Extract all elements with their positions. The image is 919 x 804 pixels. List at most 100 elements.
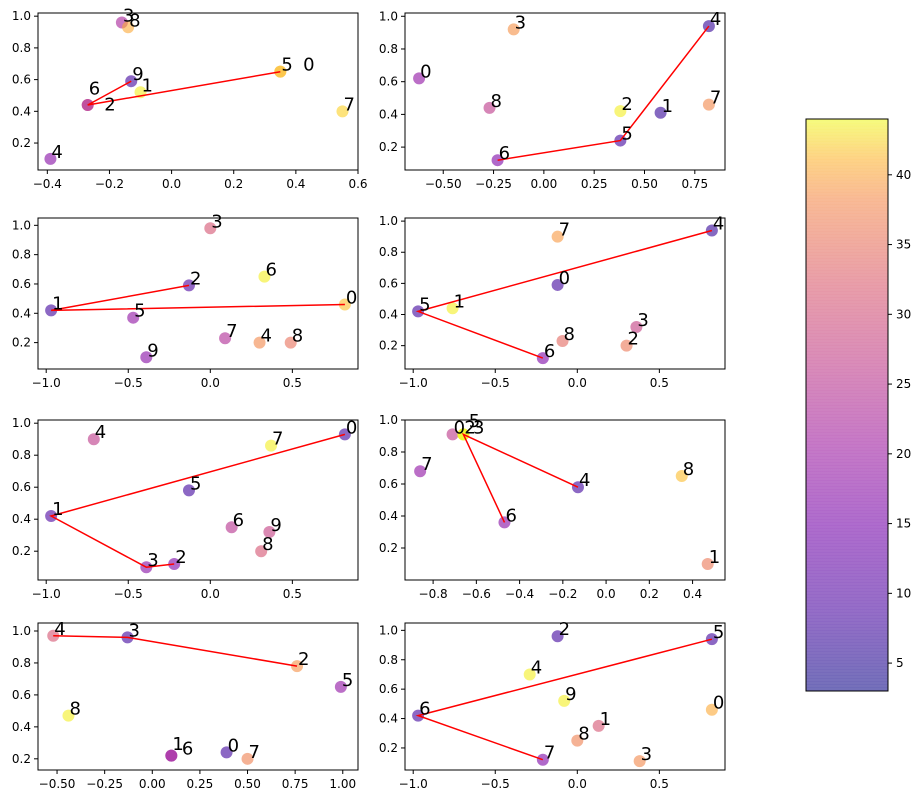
- y-tick-label: 1.0: [379, 9, 398, 23]
- point-label-1: 1: [52, 293, 63, 314]
- point-9: [125, 75, 138, 88]
- x-tick-label: −0.25: [86, 777, 123, 791]
- point-label-2: 2: [298, 649, 309, 670]
- point-label-1: 1: [142, 75, 153, 96]
- point-label-6: 6: [233, 510, 244, 531]
- scatter-panel-8: −1.0 −0.5 0.0 0.5 0.2 0.4 0.6 0.8 1.0 0 1 2 3 4 5 6 7 89: [379, 619, 726, 791]
- scatter-panel-2: −0.50 −0.25 0.00 0.25 0.50 0.75 0.2 0.4 0.6 0.8 1.…: [379, 9, 726, 191]
- point-label-1: 1: [662, 96, 673, 117]
- point-4: [44, 152, 57, 165]
- point-7: [702, 98, 715, 111]
- point-9: [558, 694, 571, 707]
- x-tick-label: 0.2: [224, 177, 243, 191]
- colorbar-tick-label: 5: [896, 656, 904, 670]
- y-tick-label: 0.2: [12, 336, 31, 350]
- point-label-0: 0: [420, 61, 431, 82]
- point-5: [274, 65, 287, 78]
- point-label-7: 7: [249, 742, 260, 763]
- colorbar-tick-label: 35: [896, 238, 911, 252]
- point-0: [705, 703, 718, 716]
- scatter-panel-7: −0.50 −0.25 0.00 0.25 0.50 0.75 1.000.20.40.60…: [12, 619, 359, 791]
- point-label-9: 9: [565, 684, 576, 705]
- point-label-5: 5: [621, 124, 632, 145]
- point-label-2: 2: [621, 94, 632, 115]
- point-7: [551, 230, 564, 243]
- x-tick-label: −1.0: [399, 777, 428, 791]
- x-tick-label: −0.2: [548, 587, 577, 601]
- point-3: [633, 755, 646, 768]
- x-tick-label: 0.0: [201, 587, 220, 601]
- point-1: [592, 719, 605, 732]
- point-8: [675, 470, 688, 482]
- point-label-9: 9: [147, 340, 158, 361]
- point-5: [334, 680, 347, 693]
- x-tick-label: −0.50: [39, 777, 76, 791]
- scatter-panel-6: −0.8 −0.6 −0.4 −0.2 0.0 0.2 0.4 0.2 0.4 0.6 0.8 1.0…: [379, 411, 726, 601]
- x-tick-label: 0.0: [597, 587, 616, 601]
- point-3: [630, 320, 643, 333]
- path-line: [415, 229, 713, 359]
- point-label-0: 0: [713, 693, 724, 714]
- point-label-8: 8: [69, 699, 80, 720]
- point-label-3: 3: [637, 310, 648, 331]
- axes-frame: [37, 12, 359, 171]
- x-tick-label: −0.6: [462, 587, 491, 601]
- point-label-9: 9: [132, 64, 143, 85]
- point-label-7: 7: [559, 220, 570, 241]
- x-tick-label: −0.4: [505, 587, 534, 601]
- point-label-4: 4: [710, 9, 721, 30]
- point-6: [491, 154, 504, 167]
- point-2: [614, 105, 627, 118]
- point-label-0: 0: [454, 417, 465, 438]
- x-tick-label: 0.5: [283, 376, 302, 390]
- point-label-5: 5: [281, 55, 292, 76]
- point-label-8: 8: [129, 10, 140, 31]
- x-tick-label: 0.5: [650, 777, 669, 791]
- path-line: [53, 635, 298, 667]
- point-9: [140, 351, 153, 364]
- colorbar-tick-label: 20: [896, 447, 911, 461]
- x-tick-label: 0.0: [162, 177, 181, 191]
- point-5: [127, 311, 140, 324]
- point-0: [446, 428, 459, 441]
- point-label-6: 6: [505, 505, 516, 526]
- point-label-6: 6: [265, 260, 276, 281]
- point-4: [523, 668, 536, 681]
- point-label-8: 8: [683, 459, 694, 480]
- point-1: [701, 558, 714, 570]
- point-label-7: 7: [544, 743, 555, 764]
- point-label-0: 0: [559, 268, 570, 289]
- y-tick-label: 0.6: [12, 277, 31, 291]
- axes-frame: [37, 622, 359, 771]
- point-2: [168, 558, 181, 570]
- x-tick-label: 0.50: [631, 177, 658, 191]
- x-tick-label: 0.4: [286, 177, 305, 191]
- axes-frame: [404, 622, 726, 771]
- point-label-8: 8: [292, 326, 303, 347]
- y-tick-label: 1.0: [379, 413, 398, 427]
- point-label-4: 4: [531, 657, 542, 678]
- point-label-2: 2: [175, 547, 186, 568]
- point-3: [507, 23, 520, 36]
- y-tick-label: 0.6: [12, 73, 31, 87]
- point-label-5: 5: [469, 411, 480, 432]
- x-tick-label: −0.25: [475, 177, 512, 191]
- point-label-2: 2: [104, 94, 115, 115]
- point-6: [258, 270, 271, 283]
- x-tick-label: 0.0: [568, 376, 587, 390]
- path-line: [49, 433, 346, 568]
- colorbar-tick-label: 10: [896, 586, 911, 600]
- point-label-7: 7: [343, 94, 354, 115]
- x-tick-label: 0.75: [282, 777, 309, 791]
- point-8: [483, 101, 496, 114]
- y-tick-label: 0.2: [12, 136, 31, 150]
- y-tick-label: 0.8: [379, 245, 398, 259]
- x-tick-label: 0.25: [581, 177, 608, 191]
- point-label-4: 4: [54, 619, 65, 640]
- scatter-panel-3: −1.0 −0.5 0.0 0.5 0.2 0.4 0.6 0.8 1.0 0 1 2 3 4 5 6 7 8 9: [12, 211, 359, 390]
- point-label-4: 4: [261, 326, 272, 347]
- point-2: [551, 630, 564, 643]
- point-label-8: 8: [564, 324, 575, 345]
- point-8: [571, 734, 584, 747]
- point-label-8: 8: [262, 534, 273, 555]
